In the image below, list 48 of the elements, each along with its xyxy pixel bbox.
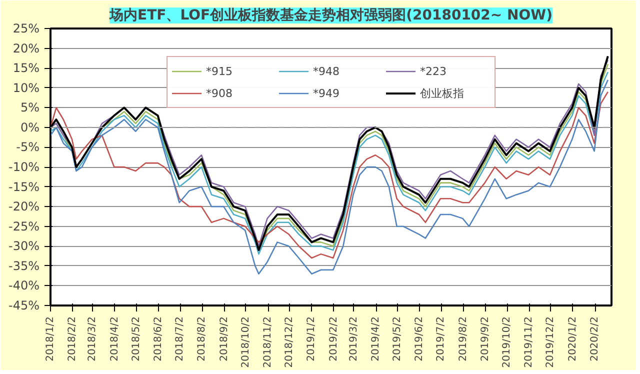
x-tick-label: 2018/8/2 — [196, 316, 208, 362]
legend-label: *948 — [313, 64, 340, 78]
x-tick-label: 2019/2/2 — [328, 316, 340, 362]
x-tick-label: 2019/3/2 — [348, 316, 360, 362]
y-tick-label: 0% — [20, 120, 40, 134]
x-tick-label: 2019/9/2 — [480, 316, 492, 362]
x-tick-label: 2019/11/2 — [524, 316, 535, 368]
y-tick-label: 20% — [12, 41, 40, 56]
y-tick-label: 5% — [20, 100, 40, 115]
x-tick-label: 2020/2/2 — [590, 316, 601, 362]
y-tick-label: 10% — [12, 80, 40, 95]
x-tick-label: 2018/1/2 — [45, 316, 56, 362]
y-tick-label: -25% — [8, 219, 40, 234]
x-tick-label: 2019/5/2 — [392, 316, 404, 362]
chart-title: 场内ETF、LOF创业板指数基金走势相对强弱图(20180102~ NOW) — [108, 8, 552, 24]
x-tick-label: 2019/4/2 — [370, 316, 382, 362]
y-tick-label: -20% — [8, 200, 40, 214]
y-tick-label: -5% — [16, 140, 40, 154]
x-tick-label: 2019/10/2 — [502, 316, 513, 368]
x-tick-label: 2018/2/2 — [67, 316, 78, 362]
x-tick-label: 2019/8/2 — [458, 316, 469, 362]
x-tick-label: 2018/9/2 — [218, 316, 230, 362]
y-tick-label: -10% — [8, 160, 40, 174]
legend-label: 创业板指 — [420, 86, 465, 100]
y-tick-label: -40% — [8, 278, 40, 293]
x-tick-label: 2018/7/2 — [174, 316, 186, 362]
x-tick-label: 2019/6/2 — [414, 316, 426, 362]
x-tick-label: 2018/10/2 — [240, 316, 252, 368]
legend-label: *223 — [420, 64, 448, 78]
legend-label: *908 — [206, 86, 234, 100]
legend-label: *949 — [313, 86, 340, 100]
x-tick-label: 2018/3/2 — [87, 316, 98, 362]
y-tick-label: -30% — [8, 239, 40, 254]
x-tick-label: 2018/5/2 — [130, 316, 142, 362]
x-tick-label: 2018/11/2 — [262, 316, 274, 368]
y-tick-label: 15% — [12, 61, 40, 76]
legend-label: *915 — [206, 64, 234, 78]
x-tick-label: 2018/12/2 — [284, 316, 295, 368]
x-tick-label: 2018/4/2 — [109, 316, 120, 362]
y-tick-label: -15% — [8, 180, 40, 194]
y-tick-label: -45% — [8, 298, 40, 312]
x-tick-label: 2018/6/2 — [153, 316, 164, 362]
x-tick-label: 2019/12/2 — [545, 316, 556, 368]
y-tick-label: -35% — [8, 258, 40, 273]
x-tick-label: 2019/1/2 — [306, 316, 318, 362]
y-tick-label: 25% — [12, 22, 40, 36]
x-tick-label: 2020/1/2 — [567, 316, 578, 362]
x-tick-label: 2019/7/2 — [436, 316, 447, 362]
